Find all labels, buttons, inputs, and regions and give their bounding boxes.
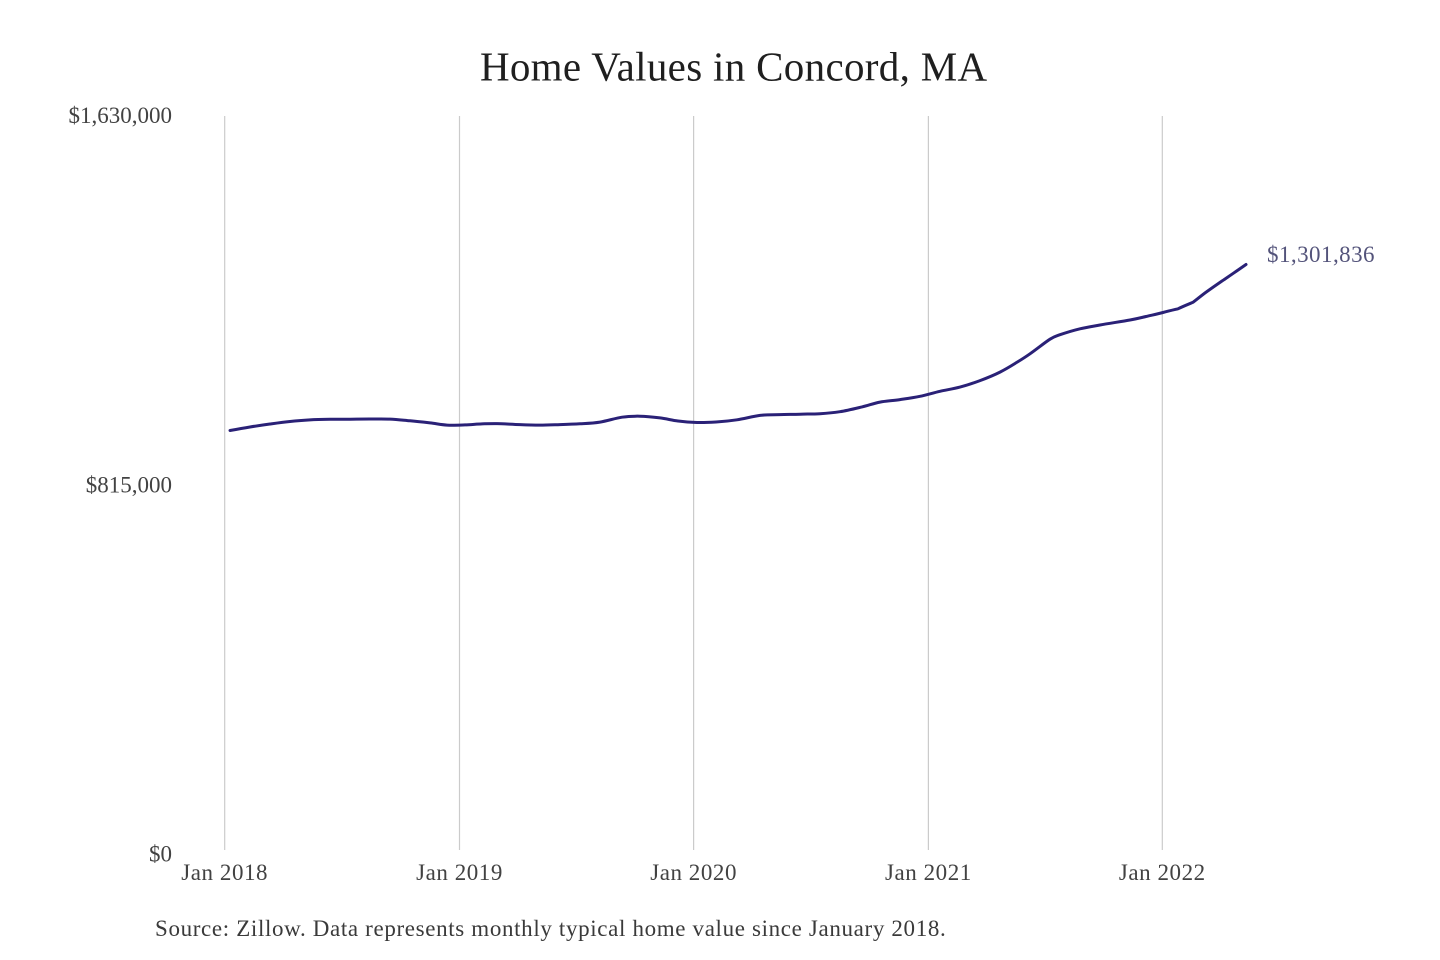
- svg-text:$1,301,836: $1,301,836: [1267, 242, 1375, 267]
- svg-text:Jan 2019: Jan 2019: [416, 860, 503, 885]
- svg-text:Home Values in Concord, MA: Home Values in Concord, MA: [480, 44, 988, 90]
- svg-text:Jan 2020: Jan 2020: [650, 860, 737, 885]
- svg-text:Jan 2018: Jan 2018: [181, 860, 268, 885]
- svg-text:Source: Zillow. Data represent: Source: Zillow. Data represents monthly …: [155, 916, 946, 941]
- svg-text:$815,000: $815,000: [86, 473, 172, 498]
- svg-text:$1,630,000: $1,630,000: [69, 103, 173, 128]
- svg-text:Jan 2021: Jan 2021: [885, 860, 972, 885]
- svg-text:$0: $0: [149, 842, 172, 867]
- svg-text:Jan 2022: Jan 2022: [1119, 860, 1206, 885]
